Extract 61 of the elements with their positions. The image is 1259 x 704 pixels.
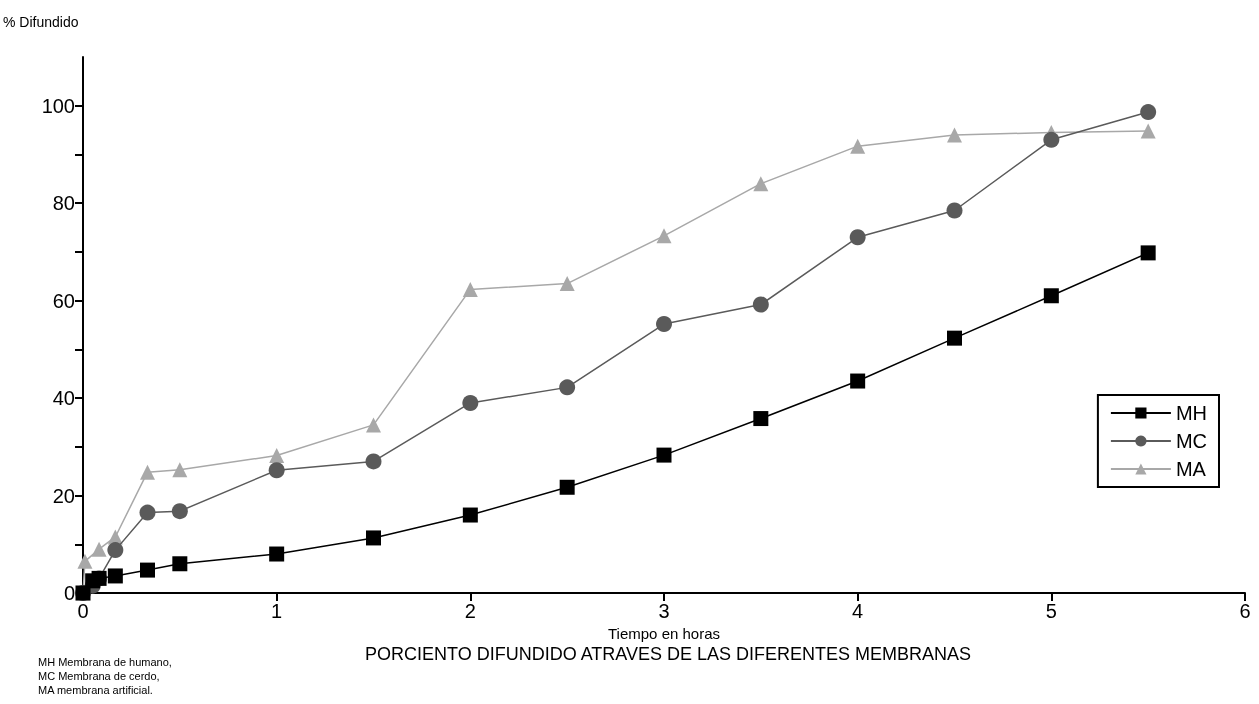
point: [559, 479, 575, 495]
text: MH Membrana de humano,: [38, 656, 172, 668]
y-tick-label: 0: [63, 582, 75, 604]
legend-label: MH: [1175, 402, 1208, 424]
text: PORCIENTO DIFUNDIDO ATRAVES DE LAS DIFERENTES MEMBRANAS: [364, 644, 972, 664]
point: [656, 447, 672, 463]
point: [107, 568, 123, 584]
point: [462, 394, 479, 411]
point: [947, 330, 962, 346]
point: [139, 562, 155, 578]
point: [172, 556, 188, 572]
point: [850, 373, 866, 389]
point: [559, 379, 576, 396]
text: MA membrana artificial.: [38, 684, 153, 696]
y-tick-label: 80: [52, 192, 75, 215]
point: [462, 507, 478, 523]
point: [1043, 131, 1060, 148]
x-tick-label: 5: [1045, 600, 1057, 622]
point: [366, 530, 381, 546]
point: [107, 542, 124, 559]
point: [1140, 245, 1156, 261]
point: [139, 504, 156, 521]
point: [1043, 288, 1059, 304]
y-axis-title: % Difundido: [3, 14, 79, 30]
point: [946, 202, 963, 219]
point: [366, 417, 381, 433]
x-tick-label: 0: [77, 600, 89, 622]
point: [91, 541, 107, 557]
y-tick-label: 20: [52, 484, 75, 507]
text: MC Membrana de cerdo,: [38, 670, 160, 682]
x-tick-label: 1: [271, 600, 283, 622]
legend-label: MC: [1175, 430, 1208, 452]
point: [559, 276, 575, 292]
point: [268, 462, 285, 479]
point: [753, 411, 769, 427]
point: [752, 296, 769, 313]
point: [269, 448, 285, 464]
point: [656, 316, 672, 333]
point: [849, 229, 866, 246]
x-tick-label: 3: [658, 600, 670, 622]
point: [947, 127, 962, 143]
point: [77, 553, 93, 569]
point: [365, 453, 382, 470]
point: [1140, 123, 1156, 139]
y-tick-label: 100: [41, 94, 75, 117]
point: [172, 462, 188, 478]
x-tick-label: 2: [464, 600, 476, 622]
point: [1140, 104, 1157, 121]
point: [656, 228, 672, 244]
point: [462, 281, 478, 297]
point: [171, 503, 188, 520]
x-tick-label: 4: [852, 600, 864, 622]
point: [850, 138, 866, 154]
y-tick-label: 60: [52, 289, 75, 312]
legend-label: MA: [1175, 458, 1207, 480]
point: [269, 546, 285, 562]
y-tick-label: 40: [52, 387, 75, 410]
x-tick-label: 6: [1239, 600, 1251, 622]
point: [753, 176, 769, 192]
x-axis-title: Tiempo en horas: [607, 624, 721, 642]
point: [139, 464, 155, 480]
